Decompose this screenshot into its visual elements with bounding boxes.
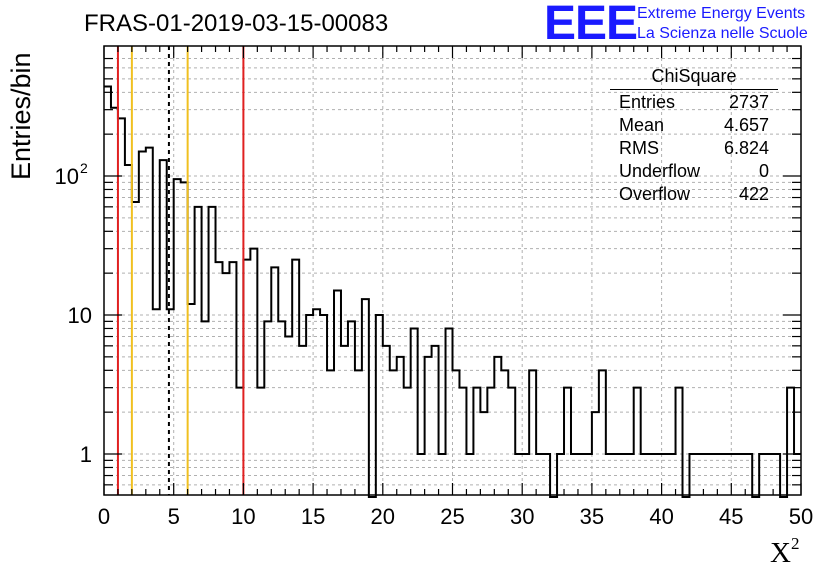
x-axis-label-exponent: 2 [790, 534, 800, 553]
y-tick-label-exponent: 2 [80, 160, 88, 176]
x-tick-label: 40 [649, 504, 673, 529]
stats-value: 6.824 [723, 138, 769, 158]
x-axis-label: X2 [770, 534, 799, 570]
stats-value: 4.657 [723, 115, 769, 135]
x-tick-label: 5 [168, 504, 180, 529]
stats-row-overflow: Overflow 422 [619, 184, 769, 207]
stats-key: Underflow [619, 161, 701, 181]
logo-line-1: Extreme Energy Events [637, 5, 806, 22]
stats-title: ChiSquare [651, 66, 737, 86]
x-tick-label: 0 [98, 504, 110, 529]
x-tick-label: 15 [301, 504, 325, 529]
stats-row-underflow: Underflow 0 [619, 161, 769, 184]
stats-row-entries: Entries 2737 [619, 92, 769, 115]
x-tick-label: 45 [719, 504, 743, 529]
y-tick-label: 10 [55, 164, 79, 189]
x-tick-label: 50 [789, 504, 813, 529]
stats-value: 422 [738, 184, 769, 204]
stats-divider [610, 89, 778, 90]
y-axis-label: Entries/bin [6, 52, 36, 180]
x-tick-label: 30 [510, 504, 534, 529]
y-tick-label: 1 [80, 442, 92, 467]
stats-row-rms: RMS 6.824 [619, 138, 769, 161]
stats-key: Entries [619, 92, 676, 112]
stats-key: RMS [619, 138, 659, 158]
histogram-outline [104, 85, 801, 498]
stats-key: Overflow [619, 184, 691, 204]
stats-key: Mean [619, 115, 665, 135]
logo-line-2: La Scienza nelle Scuole [637, 25, 808, 42]
y-tick-label: 10 [68, 303, 92, 328]
stats-row-mean: Mean 4.657 [619, 115, 769, 138]
stats-value: 0 [758, 161, 769, 181]
x-axis-label-symbol: X [770, 537, 791, 569]
run-title: FRAS-01-2019-03-15-00083 [84, 10, 389, 37]
eee-logo: EEE [544, 0, 638, 50]
x-tick-label: 35 [580, 504, 604, 529]
x-tick-label: 10 [231, 504, 255, 529]
x-tick-label: 20 [371, 504, 395, 529]
x-tick-label: 25 [440, 504, 464, 529]
stats-value: 2737 [728, 92, 769, 112]
